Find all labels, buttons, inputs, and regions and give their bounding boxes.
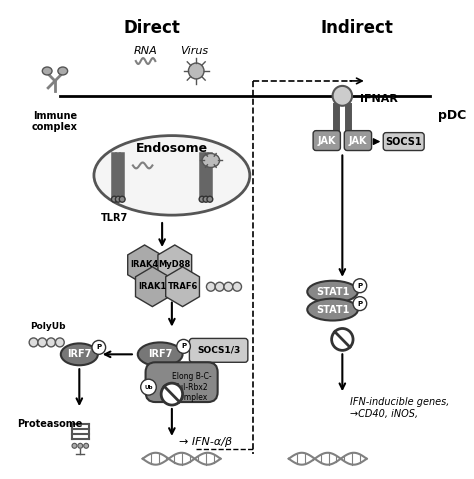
Polygon shape [166, 267, 200, 307]
Ellipse shape [189, 63, 204, 79]
Text: TRAF6: TRAF6 [167, 282, 198, 291]
Text: RNA: RNA [134, 46, 157, 56]
Text: PolyUb: PolyUb [30, 322, 66, 331]
Text: Ub: Ub [144, 385, 153, 389]
Text: Direct: Direct [124, 19, 181, 37]
Text: Virus: Virus [180, 46, 209, 56]
Circle shape [353, 279, 367, 293]
Text: IRAK1: IRAK1 [138, 282, 166, 291]
Text: IRF7: IRF7 [148, 349, 173, 359]
Ellipse shape [111, 196, 117, 202]
Text: IFNAR: IFNAR [360, 94, 398, 104]
Ellipse shape [207, 282, 215, 291]
Ellipse shape [224, 282, 233, 291]
Text: MyD88: MyD88 [159, 261, 191, 269]
Ellipse shape [78, 443, 83, 448]
Ellipse shape [115, 196, 121, 202]
Ellipse shape [61, 343, 98, 365]
Text: P: P [357, 283, 363, 289]
Ellipse shape [203, 196, 209, 202]
Text: Elong B-C-
Cul-Rbx2
complex: Elong B-C- Cul-Rbx2 complex [172, 372, 211, 402]
Ellipse shape [42, 67, 52, 75]
Ellipse shape [307, 298, 358, 320]
Text: TLR7: TLR7 [101, 213, 128, 223]
Text: STAT1: STAT1 [316, 287, 349, 297]
Ellipse shape [333, 86, 352, 106]
Text: SOCS1: SOCS1 [385, 137, 422, 147]
Ellipse shape [307, 281, 358, 303]
FancyBboxPatch shape [383, 133, 424, 150]
Polygon shape [128, 245, 162, 285]
Circle shape [332, 329, 353, 350]
Ellipse shape [202, 153, 219, 168]
Text: P: P [181, 343, 186, 349]
Ellipse shape [199, 196, 205, 202]
FancyBboxPatch shape [313, 131, 340, 150]
Text: Immune
complex: Immune complex [32, 111, 78, 132]
Text: P: P [357, 301, 363, 307]
Ellipse shape [215, 282, 224, 291]
FancyBboxPatch shape [344, 131, 372, 150]
Text: JAK: JAK [349, 136, 367, 146]
Text: → IFN-α/β: → IFN-α/β [179, 437, 232, 447]
Circle shape [92, 341, 106, 354]
Ellipse shape [29, 338, 38, 347]
Ellipse shape [72, 443, 77, 448]
Text: IRF7: IRF7 [67, 349, 91, 359]
Ellipse shape [233, 282, 242, 291]
Ellipse shape [46, 338, 55, 347]
Text: IFN-inducible genes,
→CD40, iNOS,: IFN-inducible genes, →CD40, iNOS, [350, 397, 449, 419]
Ellipse shape [55, 338, 64, 347]
Text: Proteasome: Proteasome [18, 419, 83, 429]
Text: STAT1: STAT1 [316, 305, 349, 315]
Ellipse shape [84, 443, 89, 448]
Text: SOCS1/3: SOCS1/3 [197, 346, 240, 355]
Polygon shape [136, 267, 169, 307]
Ellipse shape [38, 338, 46, 347]
Ellipse shape [94, 136, 250, 215]
Text: JAK: JAK [318, 136, 336, 146]
Text: IRAK4: IRAK4 [130, 261, 159, 269]
Circle shape [353, 297, 367, 310]
FancyBboxPatch shape [146, 362, 218, 402]
Text: Indirect: Indirect [320, 19, 393, 37]
Text: P: P [96, 344, 101, 350]
Ellipse shape [138, 342, 182, 366]
Circle shape [161, 383, 182, 405]
Text: Endosome: Endosome [136, 142, 208, 155]
Circle shape [141, 379, 156, 395]
FancyBboxPatch shape [190, 339, 248, 362]
Circle shape [177, 340, 191, 354]
Ellipse shape [58, 67, 68, 75]
Text: pDC: pDC [438, 109, 466, 122]
Polygon shape [158, 245, 191, 285]
Ellipse shape [119, 196, 125, 202]
Ellipse shape [207, 196, 213, 202]
